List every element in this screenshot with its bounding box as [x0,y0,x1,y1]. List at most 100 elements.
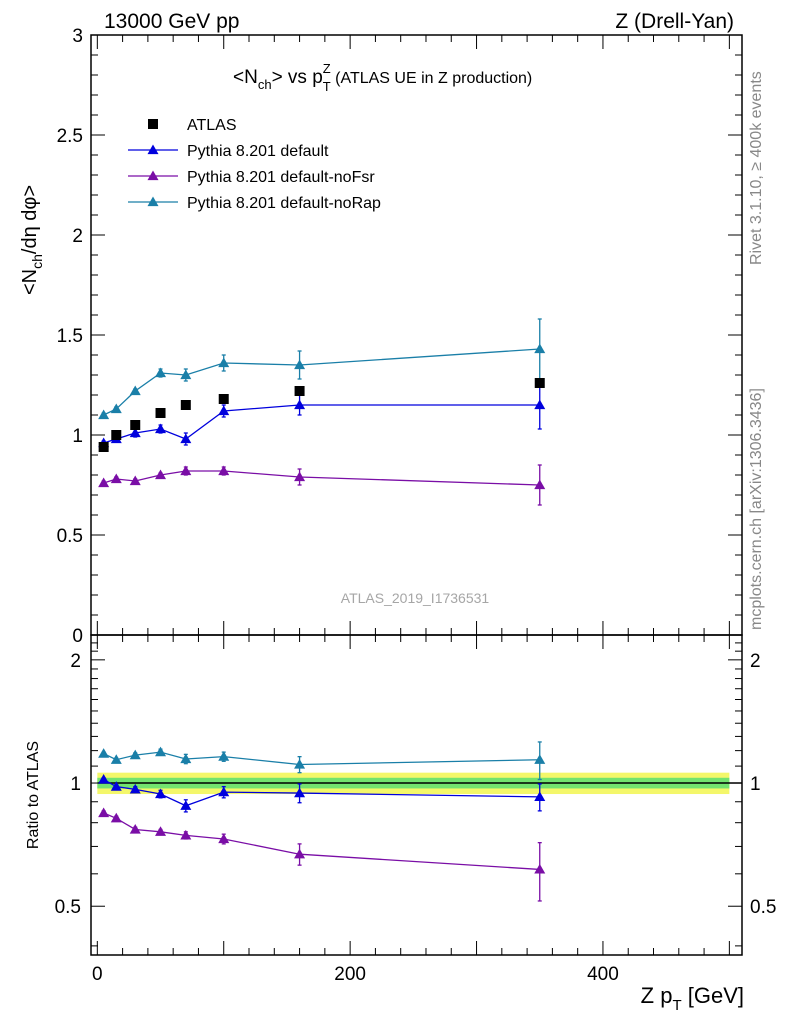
ratio-axis-ticks: 0.5 0.5 1 1 2 2 0 200 400 [55,635,776,985]
main-point-default [218,405,230,416]
ratio-series-group [98,741,546,902]
main-point-noRap [98,409,110,420]
ratio-y-tick-label-right: 1 [750,774,761,795]
ratio-point-noRap [98,748,110,758]
legend-marker-atlas [148,119,158,129]
ratio-point-default [294,787,306,798]
ratio-point-noRap [534,754,546,764]
mcplots-label: mcplots.cern.ch [arXiv:1306.3436] [748,388,765,630]
main-line-noRap [103,348,540,416]
legend-label-noFsr: Pythia 8.201 default-noFsr [187,169,375,186]
ratio-y-tick-label: 0.5 [55,897,81,918]
ratio-panel-frame [90,634,743,956]
legend: ATLAS Pythia 8.201 default Pythia 8.201 de… [128,117,381,212]
ratio-point-default [180,800,192,810]
ratio-line-noRap [103,751,540,766]
main-point-default [180,433,192,444]
main-line-default [103,404,540,444]
header-right: Z (Drell-Yan) [615,10,734,33]
main-point-atlas [98,442,109,452]
main-point-noRap [155,367,167,378]
main-point-noFsr [98,477,110,488]
ratio-uncertainty-band [97,772,742,795]
y-tick-label: 3 [72,26,83,47]
chart-title: <Nch> vs pZ T (ATLAS UE in Z production) [233,61,532,94]
main-point-noFsr [534,479,546,490]
main-axis-ticks: 0 0.5 1 1.5 2 2.5 3 [57,26,742,647]
ratio-point-default [98,774,110,784]
ratio-line-noFsr [103,812,540,871]
main-point-atlas [534,378,545,388]
y-tick-label: 2 [72,226,83,247]
main-point-noFsr [218,465,230,476]
ratio-y-axis-label: Ratio to ATLAS [25,741,42,849]
ratio-point-noRap [294,758,306,769]
y-tick-label: 0.5 [57,526,83,547]
ratio-point-default [218,786,230,797]
main-point-noRap [110,403,122,414]
ratio-point-noRap [155,746,167,757]
ratio-point-default [110,781,122,791]
ratio-y-tick-label-right: 0.5 [750,897,776,918]
main-point-default [155,423,167,434]
y-tick-label: 0 [72,626,83,647]
ratio-point-default [155,788,167,799]
main-point-noFsr [294,471,306,482]
main-point-noFsr [129,475,141,486]
y-tick-label: 1.5 [57,326,83,347]
ratio-point-noFsr [110,812,122,823]
ratio-point-noFsr [155,826,167,836]
ratio-point-default [534,791,546,802]
ratio-y-tick-label: 1 [70,774,81,795]
legend-label-atlas: ATLAS [187,117,237,134]
main-point-noFsr [155,469,167,480]
x-tick-label: 0 [92,964,103,985]
analysis-watermark: ATLAS_2019_I1736531 [341,590,490,606]
ratio-point-noFsr [98,807,110,818]
main-point-default [534,399,546,410]
legend-marker-noRap [147,196,159,207]
main-point-noRap [218,357,230,368]
legend-label-noRap: Pythia 8.201 default-noRap [187,195,381,212]
x-tick-label: 200 [334,964,366,985]
main-point-atlas [294,386,305,396]
ratio-point-noFsr [534,863,546,874]
main-point-atlas [180,400,191,410]
ratio-point-noFsr [294,848,306,859]
x-axis-label: Z pT [GeV] [641,983,744,1014]
main-point-noRap [294,359,306,370]
ratio-point-default [129,783,141,794]
main-point-noRap [129,385,141,396]
main-point-atlas [130,420,141,430]
legend-marker-noFsr [147,170,159,181]
y-tick-label: 1 [72,426,83,447]
ratio-point-noFsr [180,829,192,840]
main-line-noFsr [103,470,540,486]
y-tick-label: 2.5 [57,126,83,147]
main-point-noFsr [110,473,122,484]
rivet-label: Rivet 3.1.10, ≥ 400k events [748,71,765,265]
main-point-default [129,427,141,438]
main-point-default [294,399,306,410]
ratio-point-noRap [110,754,122,764]
legend-label-default: Pythia 8.201 default [187,143,329,160]
main-point-noRap [180,369,192,380]
main-point-atlas [111,430,122,440]
ratio-point-noFsr [218,833,230,844]
y-axis-label: <Nch/dη dφ> [19,185,45,295]
main-series-group [98,318,546,506]
legend-marker-default [147,144,159,155]
ratio-point-noRap [218,751,230,761]
ratio-y-tick-label: 2 [70,651,81,672]
ratio-y-tick-label-right: 2 [750,651,761,672]
main-point-atlas [218,394,229,404]
ratio-point-noRap [129,749,141,760]
ratio-point-noFsr [129,823,141,834]
main-point-noRap [534,343,546,354]
main-point-atlas [155,408,166,418]
header-left: 13000 GeV pp [104,10,239,33]
main-point-noFsr [180,465,192,476]
x-tick-label: 400 [587,964,619,985]
ratio-point-noRap [180,753,192,764]
